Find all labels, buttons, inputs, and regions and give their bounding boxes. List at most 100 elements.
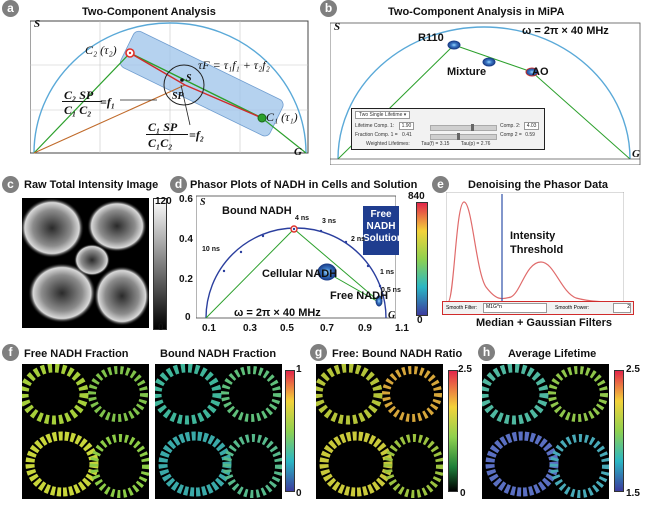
panel-a-title: Two-Component Analysis [82,6,216,18]
fraction1-equals: =f₁ [100,95,116,109]
fraction2-numerator: C₁ SP [148,120,178,134]
panel-g-cbar-max: 2.5 [458,364,472,375]
lifetime-slider[interactable] [430,124,497,131]
ns-label-10: 10 ns [202,246,220,253]
panel-c-colorbar [153,198,167,330]
panel-g: g Free: Bound NADH Ratio 2.5 0 [310,340,475,511]
panel-b-phasor-diagram [330,22,641,165]
panel-f-title-free: Free NADH Fraction [24,348,129,360]
callout-line-1: Free [370,209,392,220]
component-dropdown[interactable]: Two Single Lifetime ▾ [355,111,411,119]
panel-b-badge: b [320,0,337,17]
threshold-label-line1: Intensity [510,230,556,242]
point-s-label: S [186,73,192,84]
y-tick-0: 0 [185,312,191,323]
point-sp-label: SP [172,91,184,102]
panel-f: f Free NADH Fraction Bound NADH Fraction… [0,340,302,511]
lifetime-slider-handle[interactable] [471,124,474,131]
fraction1-numerator: C₂ SP [64,88,94,102]
panel-c-badge: c [2,176,19,193]
c1-label: C₁ (τ₁) [266,110,298,124]
panel-d-badge: d [170,176,187,193]
smooth-filter-bar: Smooth Filter: M1G^n Smooth Power: 2 [442,301,634,315]
smooth-filter-select[interactable]: M1G^n [483,303,547,313]
fraction1-denominator: C₁ C₂ [64,103,92,117]
x-tick-05: 0.5 [280,323,294,334]
smooth-power-stepper[interactable]: 2 [613,303,631,313]
fraction2-equals: =f₂ [189,128,205,142]
average-lifetime-map [482,364,609,499]
ns-label-2: 2 ns [351,236,366,243]
panel-g-colorbar [448,370,458,492]
y-tick-02: 0.2 [179,274,193,285]
panel-c: c Raw Total Intensity Image 120 0 [0,172,175,337]
panel-g-cbar-min: 0 [460,488,466,499]
panel-h: h Average Lifetime 2.5 1.5 [478,340,650,511]
free-bound-ratio-map [316,364,443,499]
smooth-power-label: Smooth Power: [555,305,590,311]
comp2-field[interactable]: 4.03 [523,122,540,130]
panel-b-axis-g: G [632,148,640,160]
panel-b-omega: ω = 2π × 40 MHz [522,25,609,37]
comp2-label: Comp. 2: [500,123,521,129]
panel-a-axis-g: G [294,146,302,158]
panel-f-title-bound: Bound NADH Fraction [160,348,277,360]
fraction-comp1-label: Fraction Comp. 1 = [355,132,398,138]
panel-f-cbar-max: 1 [296,364,302,375]
panel-d-cbar-max: 840 [408,191,425,202]
panel-c-title: Raw Total Intensity Image [24,179,159,191]
lifetime-comp1-field[interactable]: 1.90 [398,122,415,130]
smooth-power-value: 2 [627,304,630,310]
intensity-histogram [446,192,624,310]
panel-h-cbar-min: 1.5 [626,488,640,499]
y-tick-06: 0.6 [179,194,193,205]
panel-b-axis-s: S [334,21,341,33]
panel-a-phasor-diagram [30,20,309,154]
c2-label: C₂ (τ₂) [85,43,117,57]
panel-c-cbar-max: 120 [155,196,172,207]
panel-a-badge: a [2,0,19,17]
cellular-nadh-label: Cellular NADH [262,268,338,280]
ns-label-4: 4 ns [295,215,310,222]
panel-e-caption: Median + Gaussian Filters [476,317,613,329]
panel-f-badge: f [2,344,19,361]
panel-b: b Two-Component Analysis in MiPA S G ω =… [320,0,650,165]
panel-h-title: Average Lifetime [508,348,597,360]
panel-e-badge: e [432,176,449,193]
panel-g-title: Free: Bound NADH Ratio [332,348,463,360]
x-tick-07: 0.7 [320,323,334,334]
panel-g-badge: g [310,344,327,361]
panel-d-colorbar [416,202,428,316]
ns-label-3: 3 ns [322,218,337,225]
fraction-comp1-value: 0.41 [402,132,412,138]
smooth-filter-label: Smooth Filter: [446,305,478,311]
panel-e-title: Denoising the Phasor Data [468,179,608,191]
raw-intensity-image [22,198,149,328]
panel-d-cbar-min: 0 [417,315,423,326]
panel-d-title: Phasor Plots of NADH in Cells and Soluti… [190,179,418,191]
panel-a-axis-s: S [34,18,41,30]
tau-p-readout: Tau(p) = 2.76 [460,141,491,147]
panel-c-cbar-min: 0 [158,322,164,333]
panel-d: d Phasor Plots of NADH in Cells and Solu… [170,172,430,337]
panel-f-cbar-min: 0 [296,488,302,499]
histogram-curve [447,201,623,303]
free-nadh-label: Free NADH [330,290,389,302]
fraction-slider[interactable] [430,133,497,140]
panel-h-colorbar [614,370,624,492]
panel-a: a Two-Component Analysis S G C₂ (τ₂) C₁ … [0,0,320,165]
callout-line-3: Solution [363,233,403,244]
bound-nadh-label: Bound NADH [222,205,292,217]
fraction-slider-handle[interactable] [457,133,460,140]
fraction1-bar [62,101,102,102]
panel-h-cbar-max: 2.5 [626,364,640,375]
panel-b-title: Two-Component Analysis in MiPA [388,6,565,18]
x-tick-09: 0.9 [358,323,372,334]
panel-h-badge: h [478,344,495,361]
smooth-filter-value: M1G^n [486,304,502,310]
panel-e: e Denoising the Phasor Data Intensity Th… [430,172,650,337]
label-r110: R110 [418,32,444,44]
x-tick-03: 0.3 [243,323,257,334]
panel-d-axis-s: S [200,197,206,208]
panel-d-axis-g: G [388,310,396,321]
